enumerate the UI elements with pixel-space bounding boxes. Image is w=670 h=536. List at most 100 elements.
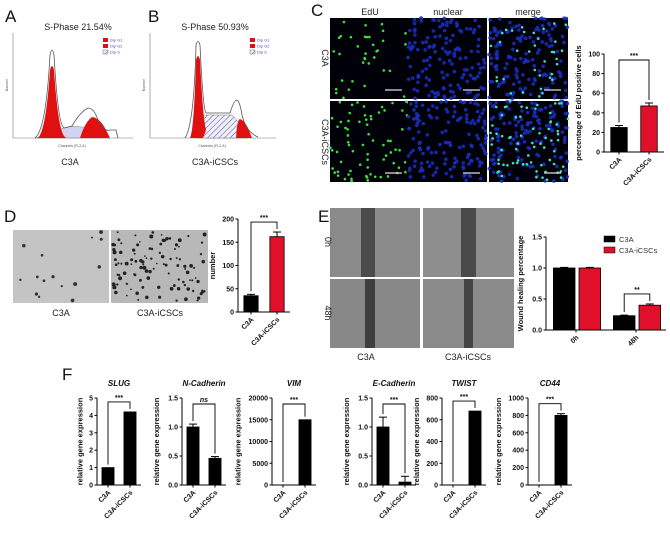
micrograph-merge-c3a <box>487 16 570 101</box>
cell <box>202 232 207 237</box>
cell <box>182 280 185 284</box>
y-tick-label: 150 <box>222 240 234 247</box>
edu-cell <box>508 99 512 103</box>
cell <box>174 243 179 247</box>
edu-cell <box>552 149 556 153</box>
cell <box>34 292 39 296</box>
nucleus <box>426 108 431 112</box>
nucleus <box>530 57 535 62</box>
cell <box>161 238 165 242</box>
nucleus <box>476 92 480 97</box>
y-axis-label: relative gene expression <box>234 397 243 485</box>
nucleus <box>541 30 546 35</box>
chart-wound: 0.0 0.5 1.0 1.5 Wound healing percentage 0h 48… <box>516 235 666 348</box>
edu-cell <box>540 163 543 167</box>
micrograph-background <box>330 18 409 99</box>
cell <box>116 283 119 286</box>
y-tick-label: 2 <box>89 448 93 455</box>
nucleus <box>460 75 464 80</box>
cell <box>176 287 181 291</box>
edu-cell <box>339 34 343 38</box>
edu-cell <box>349 35 353 39</box>
cell <box>142 265 147 270</box>
nucleus <box>407 126 412 131</box>
nucleus <box>465 120 469 124</box>
edu-cell <box>542 27 545 31</box>
nucleus <box>444 41 448 45</box>
panel-label-b: B <box>148 7 159 26</box>
nucleus <box>521 72 525 77</box>
cell <box>149 234 154 239</box>
nucleus <box>419 161 424 166</box>
edu-cell <box>534 107 537 110</box>
nucleus <box>560 104 565 108</box>
edu-cell <box>538 95 541 98</box>
edu-cell <box>553 102 557 105</box>
panel-label-e: E <box>318 207 329 226</box>
edu-cell <box>489 131 492 135</box>
chart-title: N-Cadherin <box>182 379 225 388</box>
edu-cell <box>347 88 351 91</box>
nucleus <box>425 160 430 164</box>
nucleus <box>406 114 411 119</box>
x-tick-label: C3A-iCSCs <box>622 156 653 187</box>
nucleus <box>453 156 457 161</box>
edu-cell <box>550 72 554 76</box>
y-tick-label: 800 <box>512 413 524 420</box>
edu-cell <box>552 22 556 25</box>
nucleus <box>497 173 501 178</box>
micrograph-edu-c3a-icscs <box>329 100 410 183</box>
nucleus <box>457 145 462 150</box>
nucleus <box>437 18 441 23</box>
chart-twist: 0 200 400 600 800 relative gene expression TWI… <box>412 379 486 521</box>
bar <box>398 481 412 486</box>
panel-label-f: F <box>62 365 72 384</box>
nucleus <box>461 144 466 149</box>
nucleus <box>555 164 559 169</box>
edu-cell <box>539 142 542 146</box>
edu-cell <box>560 102 563 105</box>
edu-cell <box>364 24 367 27</box>
nucleus <box>527 77 531 82</box>
nucleus <box>411 136 416 141</box>
nucleus <box>477 71 482 75</box>
nucleus <box>563 88 568 93</box>
nucleus <box>491 36 496 41</box>
edu-cell <box>351 79 354 83</box>
edu-cell <box>382 158 386 161</box>
nucleus <box>406 45 411 49</box>
nucleus <box>497 17 502 21</box>
nucleus <box>444 129 448 133</box>
nucleus <box>544 73 549 77</box>
y-tick-label: 0 <box>264 483 268 490</box>
cell <box>134 234 137 237</box>
edu-cell <box>346 140 350 144</box>
panel-label-a: A <box>5 7 17 26</box>
cell <box>172 284 176 287</box>
y-tick-label: 0 <box>520 483 524 490</box>
nucleus <box>565 111 570 116</box>
edu-cell <box>560 49 564 52</box>
nucleus <box>542 17 547 21</box>
nucleus <box>499 111 504 115</box>
nucleus <box>434 106 439 110</box>
nucleus <box>445 140 450 145</box>
edu-cell <box>335 150 339 154</box>
edu-cell <box>350 179 353 183</box>
chart-title: E-Cadherin <box>373 379 416 388</box>
significance-bracket <box>250 221 278 292</box>
nucleus <box>453 110 457 114</box>
y-axis-label: number <box>208 252 217 280</box>
nucleus <box>468 100 473 105</box>
edu-cell <box>334 91 338 95</box>
nucleus <box>561 177 565 182</box>
nucleus <box>421 121 426 126</box>
nucleus <box>482 149 487 153</box>
edu-cell <box>538 74 542 77</box>
nucleus <box>514 123 518 128</box>
nucleus <box>427 93 431 98</box>
nucleus <box>540 40 545 44</box>
y-axis-label: relative gene expression <box>494 397 503 485</box>
cell <box>19 278 22 282</box>
